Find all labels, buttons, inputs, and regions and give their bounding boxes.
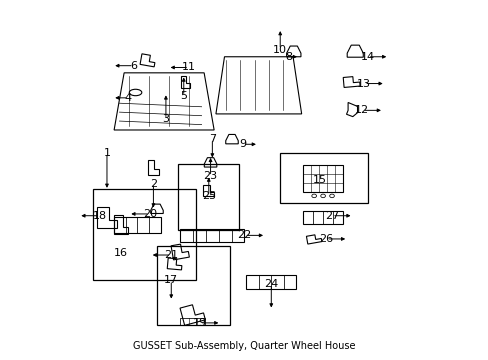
Bar [280, 153, 367, 203]
Text: 27: 27 [324, 211, 339, 221]
Text: 17: 17 [164, 275, 178, 285]
Text: 24: 24 [264, 279, 278, 289]
Bar [114, 217, 160, 233]
Text: 7: 7 [208, 134, 216, 144]
Text: 5: 5 [180, 91, 187, 101]
Text: 9: 9 [239, 139, 246, 149]
Text: 16: 16 [114, 248, 128, 258]
Bar [93, 189, 196, 280]
Text: 3: 3 [162, 114, 169, 124]
Text: 22: 22 [237, 230, 251, 240]
Text: 11: 11 [182, 63, 196, 72]
Text: 2: 2 [149, 179, 157, 189]
Text: 12: 12 [355, 105, 369, 115]
Bar [180, 318, 205, 325]
Text: 1: 1 [103, 148, 110, 158]
Text: 19: 19 [192, 318, 206, 328]
Text: 14: 14 [360, 52, 374, 62]
Text: 8: 8 [285, 52, 292, 62]
Text: 25: 25 [202, 191, 215, 201]
Text: 26: 26 [319, 234, 333, 244]
Text: 10: 10 [273, 45, 286, 55]
Bar [157, 246, 230, 325]
Text: 4: 4 [124, 93, 132, 103]
Text: 21: 21 [164, 250, 178, 260]
Bar [303, 165, 342, 192]
Bar [303, 211, 342, 224]
Bar [246, 275, 296, 289]
Text: GUSSET Sub-Assembly, Quarter Wheel House: GUSSET Sub-Assembly, Quarter Wheel House [133, 342, 355, 351]
Text: 23: 23 [203, 171, 217, 181]
Bar [178, 164, 239, 230]
Text: 20: 20 [142, 209, 157, 219]
Bar [180, 229, 244, 242]
Text: 15: 15 [312, 175, 326, 185]
Text: 13: 13 [356, 78, 370, 89]
Text: 18: 18 [93, 211, 107, 221]
Text: 6: 6 [130, 61, 137, 71]
